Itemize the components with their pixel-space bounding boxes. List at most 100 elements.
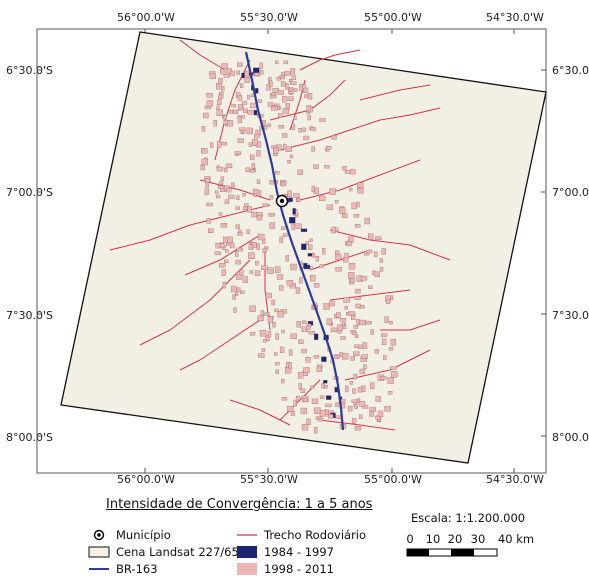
- landsat-box-icon: [88, 546, 110, 558]
- deforestation-patch: [336, 312, 341, 318]
- deforestation-patch: [326, 395, 332, 400]
- deforestation-patch: [248, 244, 254, 250]
- deforestation-patch: [262, 203, 269, 207]
- deforestation-patch: [242, 276, 248, 283]
- deforestation-patch: [279, 236, 283, 244]
- deforestation-patch: [221, 269, 226, 276]
- deforestation-patch: [303, 262, 308, 269]
- deforestation-patch: [260, 310, 265, 316]
- deforestation-patch: [338, 207, 346, 214]
- deforestation-patch: [237, 138, 244, 143]
- deforestation-patch: [281, 133, 288, 138]
- deforestation-patch: [370, 329, 374, 335]
- deforestation-patch: [319, 118, 326, 122]
- lon-label-bottom-55: 55°00.0'W: [364, 473, 422, 486]
- deforestation-patch: [267, 267, 274, 274]
- deforestation-patch: [276, 77, 281, 81]
- deforestation-patch: [267, 330, 272, 338]
- lon-label-bottom-5430: 54°30.0'W: [486, 473, 544, 486]
- deforestation-patch: [274, 352, 278, 356]
- deforestation-patch: [362, 342, 368, 349]
- scale-tick-0: 0: [406, 532, 414, 546]
- deforestation-patch: [323, 303, 330, 310]
- deforestation-patch: [269, 195, 274, 200]
- deforestation-patch: [223, 74, 231, 78]
- deforestation-patch: [203, 112, 209, 119]
- deforestation-patch: [305, 241, 309, 245]
- deforestation-patch: [275, 60, 279, 64]
- lat-label-right-730: 7°30.0'S: [552, 309, 589, 322]
- deforestation-patch: [355, 303, 361, 309]
- deforestation-patch: [300, 407, 308, 415]
- deforestation-patch: [319, 395, 325, 399]
- deforestation-patch: [205, 182, 209, 188]
- lat-label-left-700: 7°00.0'S: [6, 186, 53, 199]
- deforestation-patch: [365, 320, 372, 325]
- deforestation-patch: [354, 296, 361, 300]
- deforestation-patch: [231, 103, 236, 108]
- legend-item-cena-landsat: Cena Landsat 227/65: [88, 545, 239, 559]
- deforestation-patch: [249, 305, 256, 312]
- deforestation-patch: [265, 292, 272, 299]
- deforestation-patch: [232, 294, 236, 300]
- deforestation-patch: [354, 344, 359, 348]
- deforestation-patch: [256, 243, 260, 250]
- deforestation-patch: [235, 224, 240, 229]
- deforestation-patch: [265, 334, 270, 342]
- deforestation-patch: [285, 83, 289, 90]
- deforestation-patch: [215, 242, 221, 249]
- deforestation-patch: [246, 95, 251, 100]
- deforestation-patch: [342, 213, 348, 218]
- municipio-marker: [275, 194, 289, 208]
- deforestation-patch: [230, 242, 235, 249]
- deforestation-patch: [293, 88, 298, 92]
- deforestation-patch: [241, 72, 245, 79]
- deforestation-patch: [269, 222, 275, 229]
- deforestation-patch: [350, 168, 356, 175]
- deforestation-patch: [282, 96, 287, 103]
- lon-label-bottom-5530: 55°30.0'W: [240, 473, 298, 486]
- deforestation-patch: [358, 344, 364, 350]
- deforestation-patch: [308, 244, 313, 250]
- deforestation-patch: [253, 109, 258, 116]
- deforestation-patch: [271, 106, 278, 111]
- deforestation-patch: [308, 331, 315, 335]
- deforestation-patch: [364, 217, 370, 225]
- deforestation-patch: [218, 181, 224, 185]
- legend-label-1998-2011: 1998 - 2011: [264, 562, 334, 576]
- deforestation-patch: [209, 73, 216, 80]
- deforestation-patch: [335, 267, 342, 272]
- deforestation-patch: [268, 213, 275, 217]
- deforestation-patch: [281, 329, 285, 334]
- deforestation-patch: [366, 249, 373, 254]
- deforestation-patch: [234, 151, 242, 155]
- deforestation-patch: [311, 146, 315, 152]
- deforestation-patch: [349, 187, 353, 192]
- thin-road-line-icon: [236, 529, 258, 541]
- deforestation-patch: [357, 386, 363, 393]
- navy-box-icon: [236, 546, 258, 558]
- deforestation-patch: [298, 128, 302, 133]
- deforestation-patch: [341, 322, 345, 326]
- deforestation-patch: [261, 348, 266, 352]
- deforestation-patch: [310, 385, 314, 389]
- deforestation-patch: [319, 264, 325, 268]
- deforestation-patch: [218, 94, 222, 100]
- deforestation-patch: [310, 127, 317, 131]
- deforestation-patch: [233, 307, 237, 313]
- deforestation-patch: [313, 283, 320, 288]
- legend-label-br-163: BR-163: [116, 562, 158, 576]
- deforestation-patch: [216, 105, 220, 110]
- deforestation-patch: [300, 388, 305, 393]
- deforestation-patch: [267, 102, 274, 107]
- deforestation-patch: [356, 319, 360, 326]
- deforestation-patch: [381, 338, 387, 346]
- deforestation-patch: [375, 415, 381, 420]
- deforestation-patch: [266, 84, 271, 91]
- deforestation-patch: [348, 311, 355, 316]
- deforestation-patch: [254, 72, 260, 76]
- deforestation-patch: [327, 414, 334, 419]
- deforestation-patch: [277, 310, 284, 318]
- deforestation-patch: [290, 411, 296, 416]
- deforestation-patch: [219, 188, 225, 192]
